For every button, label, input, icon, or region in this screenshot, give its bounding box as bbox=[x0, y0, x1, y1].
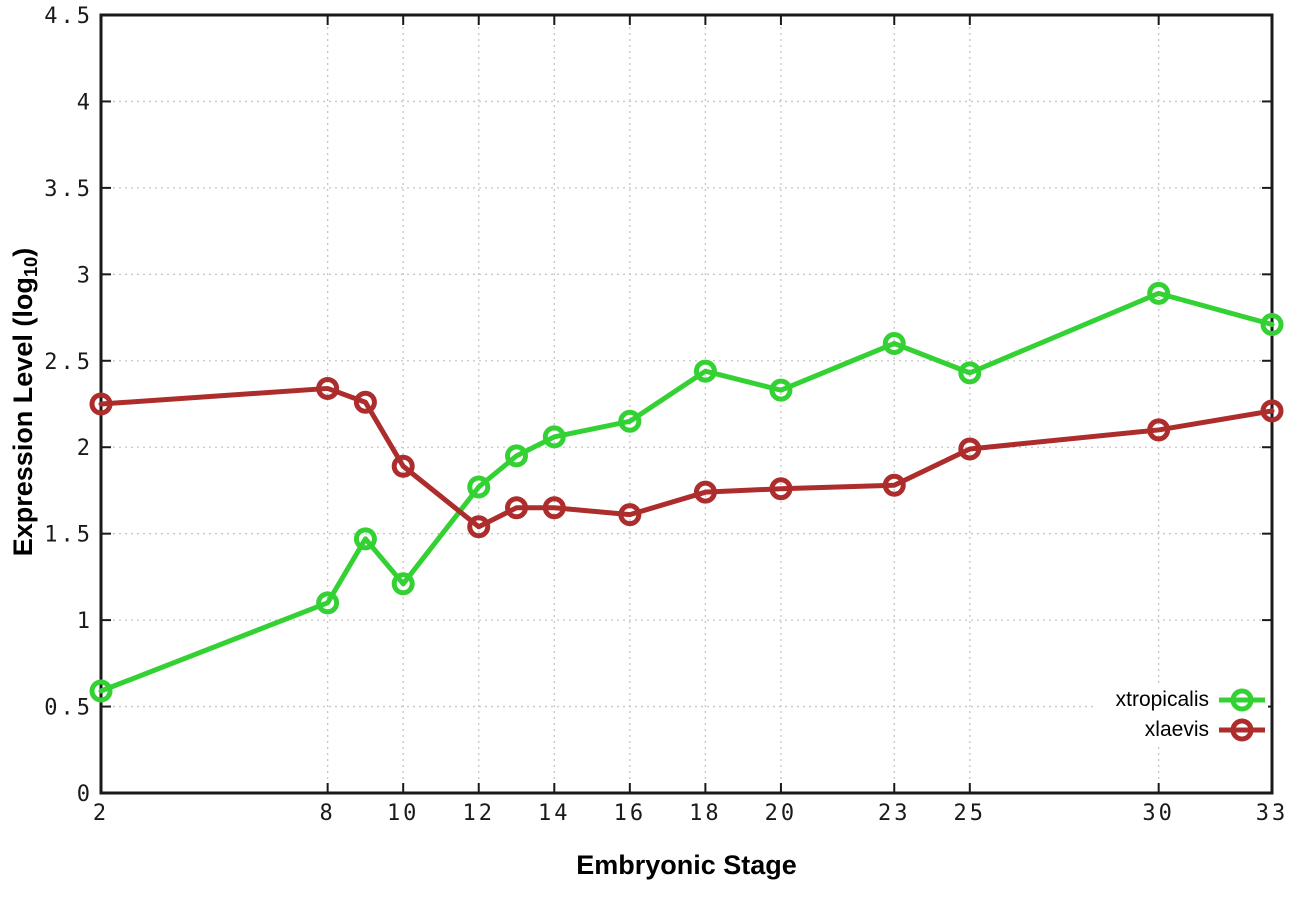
data-point-xtropicalis bbox=[467, 475, 491, 499]
y-axis-title-subscript: 10 bbox=[20, 256, 42, 278]
data-point-xtropicalis bbox=[958, 361, 982, 385]
data-point-xtropicalis bbox=[769, 378, 793, 402]
y-tick-label: 1.5 bbox=[44, 523, 93, 548]
legend-item-xlaevis: xlaevis bbox=[1096, 715, 1268, 745]
x-axis-title: Embryonic Stage bbox=[101, 850, 1272, 881]
data-point-xlaevis bbox=[316, 376, 340, 400]
data-point-xlaevis bbox=[1260, 399, 1284, 423]
data-point-xlaevis bbox=[882, 473, 906, 497]
legend-marker-xtropicalis bbox=[1219, 688, 1265, 712]
x-tick-label: 2 bbox=[93, 801, 109, 826]
y-tick-label: 3 bbox=[77, 263, 93, 288]
y-tick-label: 4.5 bbox=[44, 4, 93, 29]
y-tick-label: 4 bbox=[77, 90, 93, 115]
y-axis-title-text-end: ) bbox=[7, 247, 38, 257]
x-tick-label: 33 bbox=[1256, 801, 1289, 826]
data-point-xlaevis bbox=[618, 503, 642, 527]
x-tick-label: 12 bbox=[462, 801, 495, 826]
data-point-xlaevis bbox=[353, 390, 377, 414]
legend-marker-xlaevis bbox=[1219, 718, 1265, 742]
data-point-xtropicalis bbox=[618, 409, 642, 433]
x-tick-label: 16 bbox=[614, 801, 647, 826]
x-tick-label: 25 bbox=[954, 801, 987, 826]
y-tick-label: 2 bbox=[77, 436, 93, 461]
data-point-xtropicalis bbox=[391, 572, 415, 596]
data-point-xtropicalis bbox=[542, 425, 566, 449]
x-axis-title-text: Embryonic Stage bbox=[576, 850, 797, 880]
legend-label-xtropicalis: xtropicalis bbox=[1115, 688, 1209, 711]
x-tick-label: 18 bbox=[689, 801, 722, 826]
y-axis-title: Expression Level (log10) bbox=[8, 248, 42, 557]
data-point-xtropicalis bbox=[1147, 281, 1171, 305]
x-tick-label: 10 bbox=[387, 801, 420, 826]
data-point-xtropicalis bbox=[505, 444, 529, 468]
legend-circle-icon bbox=[1230, 688, 1254, 712]
x-tick-label: 14 bbox=[538, 801, 571, 826]
data-point-xlaevis bbox=[958, 437, 982, 461]
data-point-xlaevis bbox=[542, 496, 566, 520]
x-tick-label: 30 bbox=[1142, 801, 1175, 826]
data-point-xlaevis bbox=[769, 477, 793, 501]
data-point-xlaevis bbox=[467, 515, 491, 539]
series-line-xtropicalis bbox=[98, 290, 1275, 694]
data-point-xtropicalis bbox=[882, 331, 906, 355]
data-point-xtropicalis bbox=[89, 679, 113, 703]
x-tick-label: 23 bbox=[878, 801, 911, 826]
data-point-xtropicalis bbox=[316, 591, 340, 615]
data-point-xlaevis bbox=[693, 480, 717, 504]
data-point-xlaevis bbox=[391, 454, 415, 478]
y-axis-title-text: Expression Level (log bbox=[7, 277, 38, 557]
data-point-xtropicalis bbox=[1260, 312, 1284, 336]
data-point-xlaevis bbox=[505, 496, 529, 520]
y-tick-label: 1 bbox=[77, 609, 93, 634]
legend: xtropicalis xlaevis bbox=[1096, 684, 1268, 746]
series-line-xlaevis bbox=[98, 385, 1275, 530]
legend-circle-icon bbox=[1230, 718, 1254, 742]
x-tick-label: 8 bbox=[320, 801, 336, 826]
legend-label-xlaevis: xlaevis bbox=[1144, 718, 1209, 741]
legend-item-xtropicalis: xtropicalis bbox=[1096, 685, 1268, 715]
y-tick-label: 0 bbox=[77, 782, 93, 807]
data-point-xlaevis bbox=[89, 392, 113, 416]
y-tick-label: 2.5 bbox=[44, 350, 93, 375]
plot-border bbox=[99, 13, 1274, 795]
y-tick-label: 3.5 bbox=[44, 177, 93, 202]
data-point-xtropicalis bbox=[693, 359, 717, 383]
data-point-xlaevis bbox=[1147, 418, 1171, 442]
data-point-xtropicalis bbox=[353, 527, 377, 551]
y-tick-label: 0.5 bbox=[44, 696, 93, 721]
x-tick-label: 20 bbox=[765, 801, 798, 826]
